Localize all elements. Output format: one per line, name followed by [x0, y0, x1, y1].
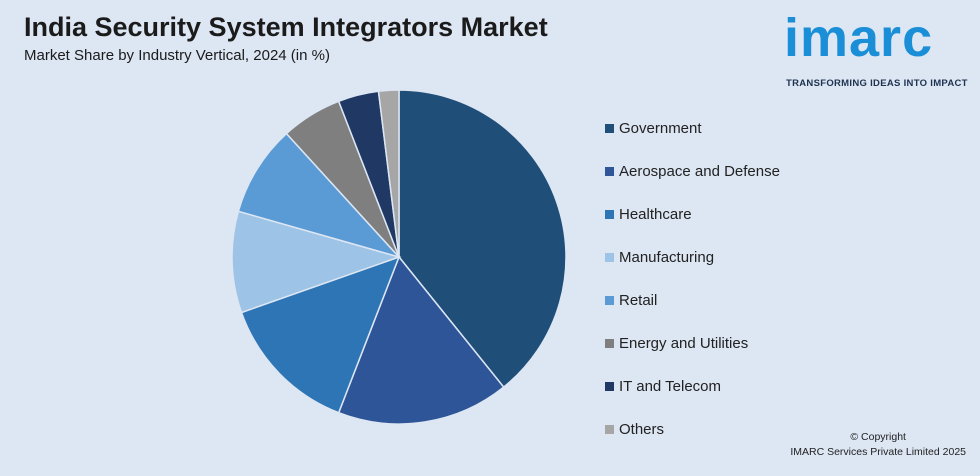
legend-swatch-energy-and-utilities — [605, 339, 614, 348]
legend-item-retail: Retail — [605, 279, 780, 322]
legend-label-energy-and-utilities: Energy and Utilities — [619, 335, 749, 352]
legend-label-others: Others — [619, 421, 665, 438]
chart-subtitle: Market Share by Industry Vertical, 2024 … — [24, 47, 330, 64]
legend-label-government: Government — [619, 120, 702, 137]
logo-tagline: TRANSFORMING IDEAS INTO IMPACT — [786, 78, 968, 89]
legend-item-energy-and-utilities: Energy and Utilities — [605, 322, 780, 365]
pie-slice-healthcare — [240, 255, 401, 414]
copyright-notice: © Copyright IMARC Services Private Limit… — [790, 430, 966, 460]
legend-item-it-and-telecom: IT and Telecom — [605, 365, 780, 408]
legend-item-others: Others — [605, 408, 780, 451]
legend-swatch-government — [605, 124, 614, 133]
pie-slice-retail — [237, 132, 402, 259]
copyright-line-2: IMARC Services Private Limited 2025 — [790, 446, 966, 458]
legend-item-aerospace-and-defense: Aerospace and Defense — [605, 150, 780, 193]
legend-label-manufacturing: Manufacturing — [619, 249, 715, 266]
legend-item-healthcare: Healthcare — [605, 193, 780, 236]
legend-label-aerospace-and-defense: Aerospace and Defense — [619, 163, 780, 180]
chart-title: India Security System Integrators Market — [24, 12, 548, 42]
legend-swatch-aerospace-and-defense — [605, 167, 614, 176]
legend-swatch-retail — [605, 296, 614, 305]
legend-item-manufacturing: Manufacturing — [605, 236, 780, 279]
legend-label-healthcare: Healthcare — [619, 206, 692, 223]
legend-item-government: Government — [605, 107, 780, 150]
legend-label-it-and-telecom: IT and Telecom — [619, 378, 722, 395]
pie-slice-aerospace-and-defense — [337, 255, 505, 425]
pie-slice-manufacturing — [231, 210, 402, 314]
logo-wordmark: imarc — [784, 8, 934, 68]
chart-legend: Government Aerospace and Defense Healthcar… — [605, 107, 780, 451]
legend-swatch-it-and-telecom — [605, 382, 614, 391]
legend-swatch-others — [605, 425, 614, 434]
pie-slice-others — [377, 89, 400, 258]
copyright-line-1: © Copyright — [850, 431, 906, 443]
imarc-logo: imarc TRANSFORMING IDEAS INTO IMPACT — [784, 8, 970, 92]
legend-swatch-healthcare — [605, 210, 614, 219]
pie-slice-government — [398, 89, 567, 389]
legend-swatch-manufacturing — [605, 253, 614, 262]
legend-label-retail: Retail — [619, 292, 658, 309]
